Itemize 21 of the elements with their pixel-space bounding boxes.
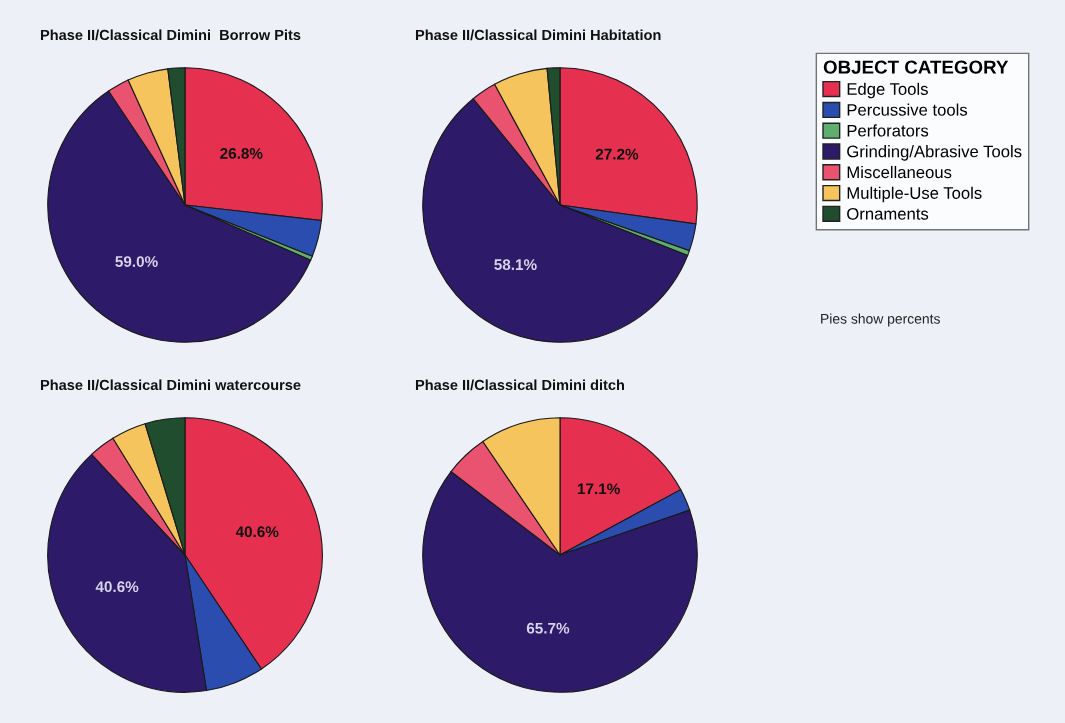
data-label: 40.6% bbox=[95, 581, 139, 593]
legend-label: Percussive tools bbox=[847, 103, 968, 116]
data-label: 27.2% bbox=[595, 148, 639, 160]
legend-label: Edge Tools bbox=[847, 82, 928, 99]
chart-title: Phase II/Classical Dimini Habitation bbox=[415, 29, 661, 41]
text: Pies show percents bbox=[821, 313, 940, 327]
legend-label: Perforators bbox=[847, 124, 929, 137]
legend-label: Miscellaneous bbox=[847, 165, 952, 179]
data-label: 58.1% bbox=[494, 259, 537, 271]
chart-title: Phase II/Classical Dimini Borrow Pits bbox=[40, 29, 301, 41]
legend-title: OBJECT CATEGORY bbox=[823, 60, 1009, 74]
data-label: 59.0% bbox=[115, 256, 158, 267]
data-label: 17.1% bbox=[577, 483, 620, 495]
legend-label: Grinding/Abrasive Tools bbox=[847, 145, 1022, 161]
data-label: 26.8% bbox=[220, 148, 263, 159]
legend-label: Multiple-Use Tools bbox=[847, 186, 982, 203]
chart-title: Phase II/Classical Dimini ditch bbox=[415, 379, 625, 391]
data-label: 65.7% bbox=[526, 622, 570, 634]
legend-label: Ornaments bbox=[847, 207, 929, 220]
chart-title: Phase II/Classical Dimini watercourse bbox=[40, 379, 301, 391]
data-label: 40.6% bbox=[235, 526, 279, 538]
